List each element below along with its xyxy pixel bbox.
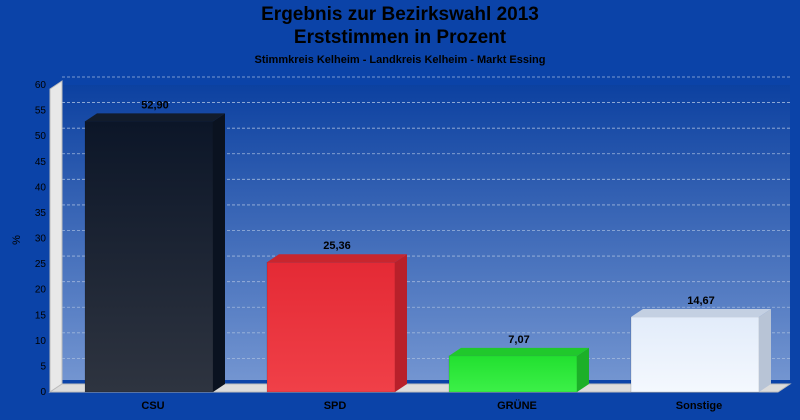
y-tick-label: 50 [35,131,47,142]
category-label: GRÜNE [497,399,537,412]
plot-left-wall [49,80,63,393]
bar-top [449,347,589,356]
category-label: SPD [324,400,347,412]
value-label: 25,36 [323,240,351,252]
bar-side [577,347,589,392]
y-tick-label: 55 [35,106,47,117]
y-tick-label: 40 [35,182,47,193]
y-tick-label: 60 [35,80,47,91]
category-label: CSU [141,400,164,412]
bar-side [759,308,771,392]
bar-top [631,308,771,317]
value-label: 14,67 [687,295,715,307]
category-label: Sonstige [676,400,722,412]
y-tick-label: 20 [35,285,47,296]
y-axis-title: % [11,235,23,245]
chart-title: Ergebnis zur Bezirkswahl 2013 [261,4,539,25]
chart-subtitle: Stimmkreis Kelheim - Landkreis Kelheim -… [254,54,546,66]
y-tick-label: 5 [40,361,46,372]
bar-grüne [448,355,578,393]
y-tick-label: 10 [35,336,47,347]
y-tick-label: 15 [35,310,47,321]
bar-sonstige [630,316,760,393]
bar-spd [266,261,396,393]
bar-top [267,254,407,263]
value-label: 7,07 [508,334,529,346]
bar-side [395,254,407,392]
bar-top [85,113,225,122]
y-tick-label: 45 [35,157,47,168]
y-tick-label: 30 [35,234,47,245]
bar-side [213,113,225,392]
y-tick-label: 25 [35,259,47,270]
bar-csu [84,121,214,393]
value-label: 52,90 [141,99,169,111]
y-tick-label: 0 [40,387,46,398]
y-tick-label: 35 [35,208,47,219]
chart-title-line2: Erststimmen in Prozent [293,27,507,48]
